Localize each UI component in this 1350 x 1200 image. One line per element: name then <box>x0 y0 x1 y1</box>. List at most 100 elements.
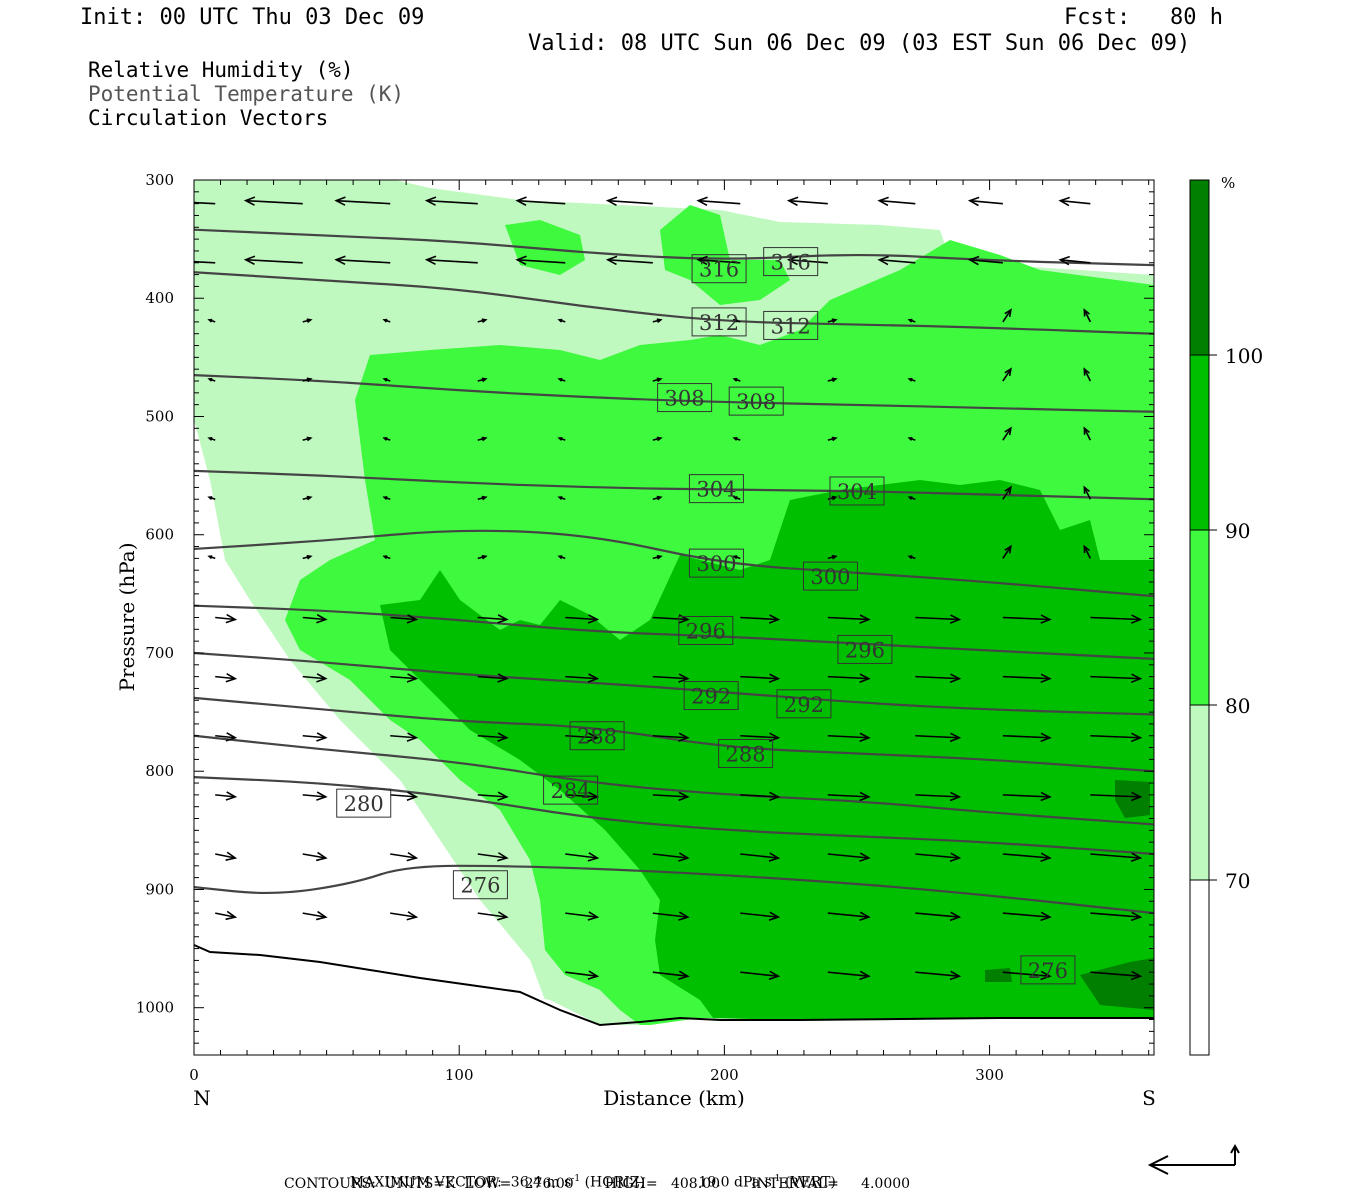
vector-arrow-head <box>967 196 980 207</box>
x-tick-label: 0 <box>189 1066 199 1084</box>
contour-label-box <box>683 681 739 711</box>
vector-arrow-head <box>786 255 799 266</box>
vector-arrow-head <box>587 970 600 980</box>
vector-arrow-head <box>768 970 781 981</box>
vector-arrow-head <box>515 255 527 266</box>
vector-arrow-head <box>949 673 962 684</box>
vector-arrow-head <box>949 852 962 862</box>
vector-arrow-head <box>225 910 238 921</box>
vector-arrow <box>477 853 507 859</box>
vector-arrow-head <box>225 673 238 683</box>
vector-arrow-head <box>605 196 618 206</box>
vector-arrow <box>1002 912 1050 918</box>
vector-arrow-head <box>768 852 781 862</box>
vector-arrow-head <box>859 732 871 743</box>
vector-arrow <box>194 201 216 205</box>
isentrope-296 <box>194 604 1154 660</box>
terrain-mask <box>194 945 1154 1055</box>
vector-arrow <box>879 258 916 264</box>
y-tick-label: 600 <box>145 526 174 544</box>
vector-arrow-head <box>497 852 509 862</box>
vector-arrow-head <box>155 197 164 205</box>
vector-arrow <box>740 616 779 621</box>
contour-label: 288 <box>726 742 766 766</box>
vector-arrow <box>827 616 869 621</box>
vector-arrow-head <box>587 614 600 624</box>
vector-arrow-head <box>306 554 313 560</box>
y-tick-label: 300 <box>145 171 174 189</box>
vector-arrow <box>1002 545 1012 559</box>
vector-arrow-head <box>949 791 962 802</box>
vector-arrow <box>1090 853 1141 859</box>
vector-arrow <box>302 912 326 918</box>
vector-arrow-head <box>557 377 563 382</box>
vector-arrow-head <box>1130 791 1143 802</box>
vector-arrow-head <box>207 555 213 560</box>
vector-arrow-head <box>481 318 488 324</box>
vector-arrow <box>969 199 1003 205</box>
contour-label-box <box>336 788 392 818</box>
vector-arrow-head <box>406 791 419 801</box>
vector-arrow <box>1083 546 1092 559</box>
axis-ticks: 300 400 500 600 700 800 900 1000 0 100 200 300 <box>136 171 1154 1084</box>
vector-arrow-head <box>243 255 256 265</box>
vector-arrow <box>915 971 960 978</box>
vector-arrow-head <box>497 732 509 742</box>
vector-arrow-head <box>481 495 488 501</box>
x-tick-label: 200 <box>710 1066 739 1084</box>
contour-label-box <box>688 474 744 504</box>
vector-arrow <box>827 675 869 680</box>
vector-arrow-head <box>768 791 781 802</box>
vector-arrow <box>1083 486 1092 500</box>
vector-arrow-head <box>1130 852 1143 863</box>
vector-arrow-head <box>1130 970 1143 981</box>
vector-arrow-head <box>207 437 213 441</box>
vector-arrow <box>652 675 688 680</box>
vector-arrow-head <box>424 196 437 206</box>
contour-label-box <box>452 870 508 900</box>
colorbar-level-label: 80 <box>1225 694 1250 718</box>
vector-arrow-head <box>382 555 388 560</box>
isentrope-292 <box>194 651 1154 716</box>
vector-arrow-head <box>306 318 313 324</box>
vector-arrow-head <box>306 436 313 442</box>
vector-arrow-head <box>1004 544 1012 554</box>
vector-arrow-head <box>859 970 871 981</box>
contour-label-box <box>543 775 599 805</box>
vector-arrow-head <box>481 554 488 560</box>
vector-arrow <box>788 258 828 264</box>
vector-arrow <box>302 734 326 739</box>
contour-label-box <box>763 247 819 277</box>
vector-arrow-head <box>1040 614 1052 624</box>
vector-arrow-head <box>678 970 690 980</box>
vector-arrow <box>1002 486 1012 500</box>
vector-arrow-head <box>605 255 618 266</box>
isentrope-276 <box>194 864 1154 915</box>
valid-time: Valid: 08 UTC Sun 06 Dec 09 (03 EST Sun … <box>528 31 1191 56</box>
vector-arrow-head <box>949 911 962 922</box>
vector-arrow-head <box>907 318 913 323</box>
vector-arrow <box>827 734 869 739</box>
vector-arrow <box>390 734 417 739</box>
vector-arrow-head <box>316 613 328 624</box>
vector-arrow <box>788 199 828 205</box>
vector-arrow-head <box>1040 970 1052 981</box>
vector-arrow-head <box>859 673 871 683</box>
vector-arrow-head <box>949 614 962 624</box>
contour-label: 280 <box>344 792 384 816</box>
y-tick-label: 500 <box>145 407 174 425</box>
contour-label: 316 <box>699 258 739 282</box>
vector-arrow <box>194 260 216 264</box>
vector-arrow-head <box>515 196 527 206</box>
vector-arrow-head <box>1040 732 1052 743</box>
vector-arrow-head <box>334 196 346 206</box>
vector-arrow <box>215 912 236 918</box>
vector-arrow-head <box>497 791 509 802</box>
vector-arrow <box>1090 912 1141 918</box>
colorbar: 70 80 90 100% <box>1189 174 1263 1056</box>
vector-arrow-head <box>831 377 838 383</box>
vector-arrow-head <box>877 196 889 207</box>
vector-arrow <box>390 912 417 918</box>
vector-arrow-head <box>587 732 600 742</box>
